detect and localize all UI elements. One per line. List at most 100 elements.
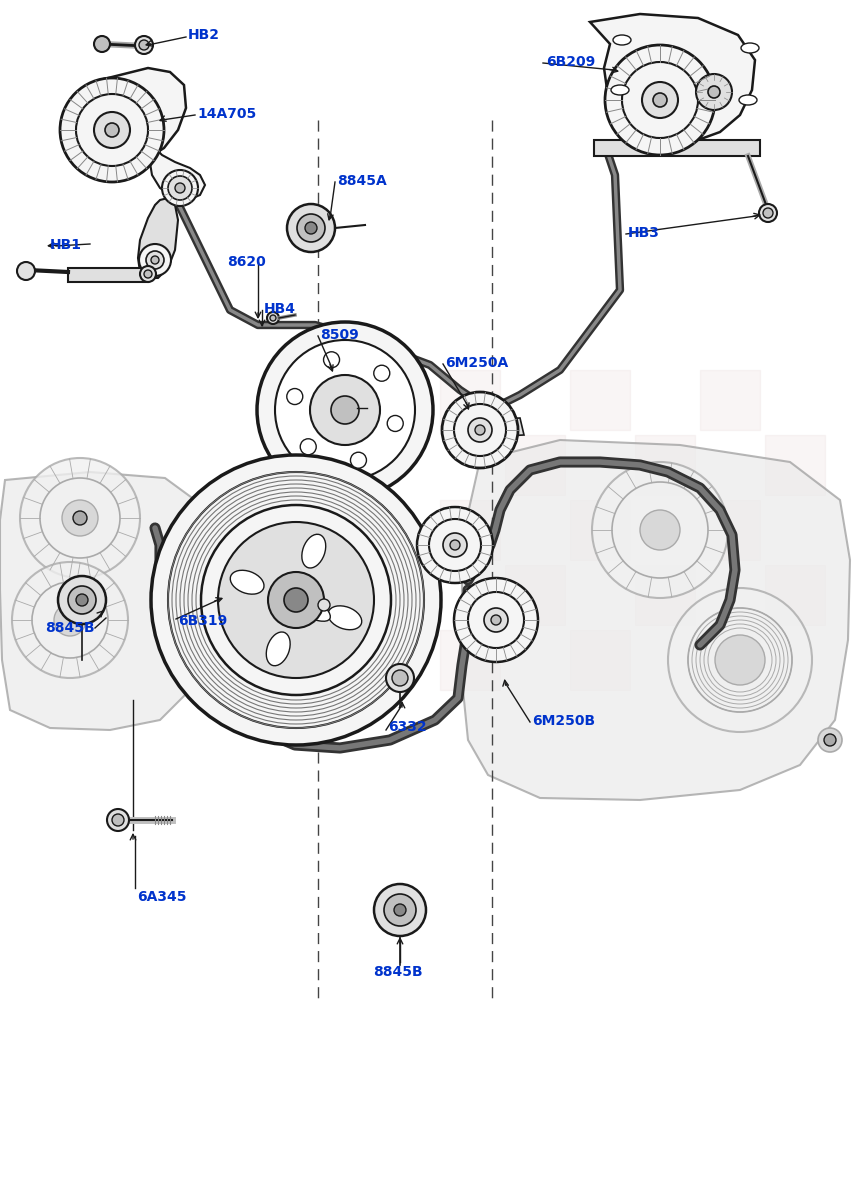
Text: 6A345: 6A345	[137, 890, 187, 904]
Circle shape	[300, 439, 316, 455]
Circle shape	[139, 40, 149, 50]
Circle shape	[454, 578, 538, 662]
Circle shape	[642, 82, 678, 118]
Polygon shape	[80, 68, 186, 162]
Circle shape	[60, 78, 164, 182]
Bar	[440, 500, 500, 560]
Circle shape	[201, 505, 391, 695]
Text: 6M250B: 6M250B	[532, 714, 595, 728]
Circle shape	[151, 256, 159, 264]
Text: 8845B: 8845B	[45, 622, 95, 635]
Circle shape	[135, 36, 153, 54]
Circle shape	[450, 540, 460, 550]
Circle shape	[763, 208, 773, 218]
Circle shape	[168, 176, 192, 200]
Circle shape	[94, 36, 110, 52]
Polygon shape	[462, 440, 850, 800]
Text: 14A705: 14A705	[197, 107, 256, 121]
Bar	[440, 370, 500, 430]
Circle shape	[20, 458, 140, 578]
Circle shape	[140, 266, 156, 282]
Circle shape	[818, 728, 842, 752]
Text: HB3: HB3	[628, 226, 660, 240]
Text: HB2: HB2	[188, 28, 220, 42]
Circle shape	[54, 604, 86, 636]
Circle shape	[387, 415, 403, 432]
Circle shape	[151, 455, 441, 745]
Circle shape	[653, 92, 667, 107]
Circle shape	[491, 614, 501, 625]
Circle shape	[218, 522, 374, 678]
Circle shape	[605, 44, 715, 155]
Circle shape	[386, 664, 414, 692]
Circle shape	[94, 112, 130, 148]
Text: HB1: HB1	[50, 238, 82, 252]
Text: 6332: 6332	[388, 720, 426, 734]
Circle shape	[68, 586, 96, 614]
Bar	[700, 370, 760, 430]
Ellipse shape	[302, 534, 326, 568]
Circle shape	[175, 182, 185, 193]
Circle shape	[275, 340, 415, 480]
Circle shape	[442, 392, 518, 468]
Polygon shape	[594, 140, 760, 156]
Circle shape	[468, 592, 524, 648]
Polygon shape	[138, 198, 178, 278]
Circle shape	[715, 635, 765, 685]
Bar	[635, 565, 695, 625]
Ellipse shape	[613, 35, 631, 44]
Circle shape	[76, 594, 88, 606]
Circle shape	[374, 884, 426, 936]
Bar	[765, 434, 825, 494]
Bar	[570, 500, 630, 560]
Bar	[700, 630, 760, 690]
Circle shape	[146, 251, 164, 269]
Circle shape	[824, 734, 836, 746]
Circle shape	[468, 418, 492, 442]
Circle shape	[112, 814, 124, 826]
Text: 8509: 8509	[320, 328, 359, 342]
Bar	[765, 565, 825, 625]
Circle shape	[668, 588, 812, 732]
Circle shape	[592, 462, 728, 598]
Circle shape	[284, 588, 308, 612]
Circle shape	[257, 322, 433, 498]
Polygon shape	[480, 418, 524, 437]
Circle shape	[708, 86, 720, 98]
Ellipse shape	[741, 43, 759, 53]
Ellipse shape	[282, 589, 330, 622]
Circle shape	[475, 425, 485, 434]
Polygon shape	[68, 268, 148, 282]
Ellipse shape	[230, 570, 264, 594]
Circle shape	[270, 314, 276, 320]
Circle shape	[297, 214, 325, 242]
Polygon shape	[150, 148, 205, 200]
Circle shape	[62, 500, 98, 536]
Circle shape	[374, 365, 389, 382]
Circle shape	[162, 170, 198, 206]
Text: 6B319: 6B319	[178, 614, 227, 628]
Circle shape	[310, 374, 380, 445]
Circle shape	[76, 94, 148, 166]
Polygon shape	[590, 14, 755, 142]
Circle shape	[107, 809, 129, 830]
Text: 8845B: 8845B	[373, 965, 423, 979]
Circle shape	[139, 244, 171, 276]
Circle shape	[696, 74, 732, 110]
Circle shape	[392, 670, 408, 686]
Text: 6M250A: 6M250A	[445, 356, 508, 370]
Text: 8845A: 8845A	[337, 174, 387, 188]
Circle shape	[144, 270, 152, 278]
Circle shape	[305, 222, 317, 234]
Circle shape	[484, 608, 508, 632]
Ellipse shape	[739, 95, 757, 104]
Bar	[505, 434, 565, 494]
Bar	[700, 500, 760, 560]
Text: HB4: HB4	[264, 302, 296, 316]
Circle shape	[287, 389, 303, 404]
Circle shape	[622, 62, 698, 138]
Bar	[570, 630, 630, 690]
Circle shape	[417, 506, 493, 583]
Circle shape	[331, 396, 359, 424]
Circle shape	[454, 404, 506, 456]
